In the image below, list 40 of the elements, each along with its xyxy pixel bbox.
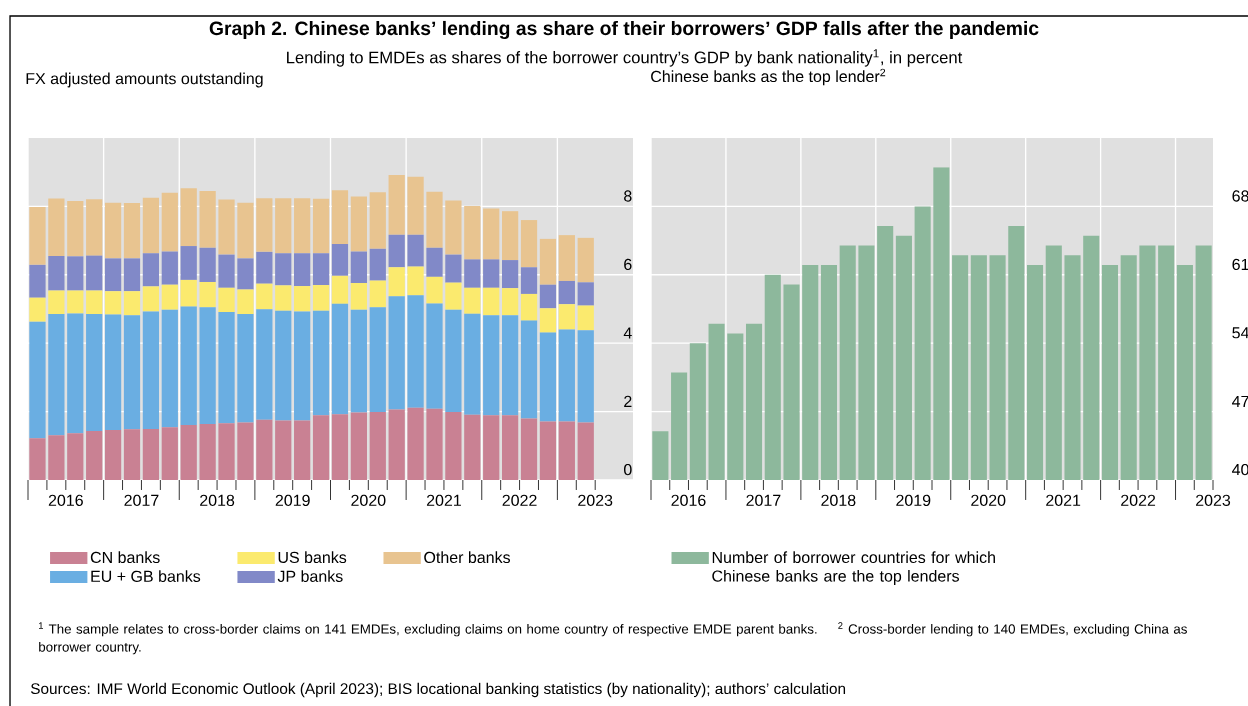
x-tick-label: 2020 (971, 494, 1006, 507)
x-tick-label: 2016 (671, 494, 706, 507)
y-tick-label: 8 (624, 190, 632, 202)
text: $^{2}$ Cross-border lending to 140 EMDEs, excluding China as (838, 622, 1187, 637)
x-tick-label: 2018 (200, 494, 235, 507)
x-tick-label: 2016 (48, 494, 83, 507)
x-tick-label: 2021 (426, 494, 461, 507)
x-tick-label: 2018 (821, 494, 856, 507)
text: Lending to EMDEs as shares of the borrower country’s GDP by bank nationality$^{1}$, in percent (287, 49, 963, 67)
x-tick-label: 2022 (1121, 494, 1156, 507)
x-tick-label: 2023 (1196, 494, 1231, 507)
legend-label: EU + GB banks (91, 570, 201, 582)
chart-title: FX adjusted amounts outstanding (26, 72, 263, 88)
x-tick-label: 2021 (1046, 494, 1081, 507)
legend-label: CN banks (90, 551, 160, 564)
x-tick-label: 2023 (578, 494, 613, 507)
y-tick-label: 68 (1232, 190, 1248, 202)
legend-label: JP banks (277, 570, 343, 582)
x-tick-label: 2022 (502, 494, 537, 507)
legend-label: US banks (278, 551, 347, 564)
x-tick-label: 2019 (275, 494, 310, 507)
y-tick-label: 4 (623, 327, 632, 339)
x-tick-label: 2019 (896, 494, 931, 507)
y-tick-label: 2 (624, 395, 632, 407)
x-tick-label: 2020 (351, 494, 386, 507)
y-tick-label: 61 (1232, 258, 1248, 271)
x-tick-label: 2017 (124, 494, 159, 507)
y-tick-label: 6 (624, 258, 632, 271)
legend-label: Other banks (424, 551, 511, 564)
y-tick-label: 54 (1232, 327, 1248, 339)
text: borrower country. (39, 641, 141, 655)
y-tick-label: 47 (1232, 395, 1248, 407)
y-tick-label: 40 (1232, 463, 1248, 476)
x-tick-label: 2017 (746, 494, 781, 507)
chart-title: Chinese banks as the top lender$^{2}$ (651, 68, 886, 86)
legend-label: Number of borrower countries for which Chinese banks are the top lenders (712, 551, 995, 585)
text: Graph 2. Chinese banks’ lending as share of their borrowers’ GDP falls after the pandemic (209, 20, 1039, 40)
y-tick-label: 0 (624, 463, 632, 476)
source-note: Sources: IMF World Economic Outlook (April 2023); BIS locational banking statistics (by nationality); authors’ calculation (30, 682, 846, 698)
text: $^{1}$ The sample relates to cross-border claims on 141 EMDEs, excluding claims on home country of respective EMDE parent banks. (38, 622, 817, 637)
